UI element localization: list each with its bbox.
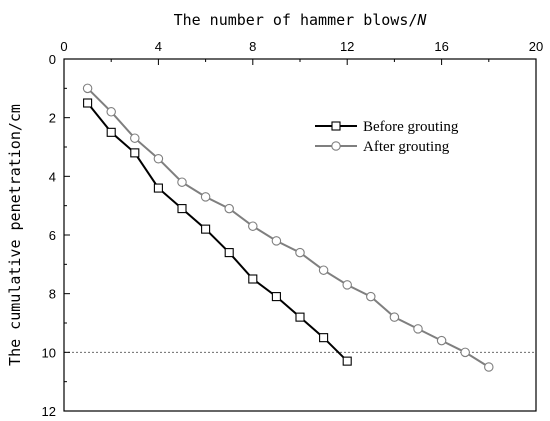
x-tick-label: 8 [249,39,256,54]
data-point [177,177,187,187]
data-point [106,127,116,137]
x-axis-ticks: 0 4 8 12 16 20 [60,39,543,65]
data-point [82,83,93,94]
data-point [153,153,164,164]
data-point [130,133,140,143]
data-point [295,312,305,322]
data-point [342,280,352,290]
data-point [201,224,211,234]
x-tick-label: 16 [434,39,448,54]
y-tick-label: 6 [49,228,56,243]
data-point [436,335,447,346]
data-point [153,183,163,193]
y-tick-label: 0 [49,52,56,67]
x-tick-label: 12 [340,39,354,54]
data-point [484,362,494,372]
data-point [248,274,258,284]
y-tick-label: 4 [49,169,56,184]
y-tick-label: 8 [49,287,56,302]
x-axis-title: The number of hammer blows/N [174,11,428,29]
y-axis-ticks: 0 2 4 6 8 10 12 [42,52,70,419]
data-point [224,248,234,258]
data-point [130,148,140,158]
x-tick-label: 4 [155,39,162,54]
data-point [342,356,352,366]
data-point [224,203,234,214]
series-layer [82,83,494,372]
data-point [177,204,187,214]
data-point [295,247,305,258]
series-before-grouting [83,98,352,366]
legend-label: Before grouting [363,119,459,135]
legend-marker [331,141,341,151]
data-point [413,324,423,334]
legend: Before grouting After grouting [315,119,459,155]
data-point [319,333,329,343]
data-point [106,107,116,117]
series-after-grouting [82,83,494,372]
series-line [86,102,348,362]
data-point [460,347,470,358]
x-tick-label: 20 [529,39,543,54]
legend-marker [331,121,341,131]
plot-frame [63,58,537,412]
data-point [83,98,93,108]
data-point [389,312,400,322]
data-point [271,292,281,302]
data-point [248,221,258,231]
data-point [200,192,211,202]
y-axis-title: The cumulative penetration/cm [6,104,24,366]
y-tick-label: 12 [42,404,56,419]
y-tick-label: 2 [49,111,56,126]
x-tick-label: 0 [60,39,67,54]
data-point [318,265,329,275]
y-tick-label: 10 [42,345,56,360]
data-point [366,291,376,302]
data-point [271,236,282,246]
legend-label: After grouting [363,139,450,155]
